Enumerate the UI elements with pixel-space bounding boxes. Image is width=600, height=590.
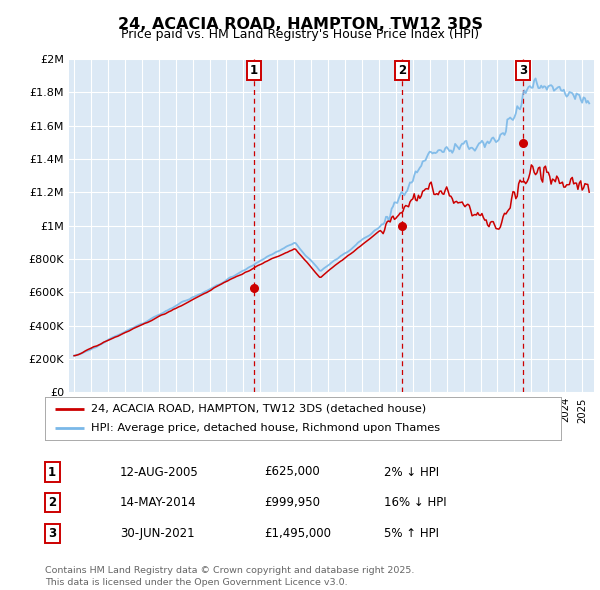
Text: 12-AUG-2005: 12-AUG-2005 bbox=[120, 466, 199, 478]
Text: £1,495,000: £1,495,000 bbox=[264, 527, 331, 540]
Text: 1: 1 bbox=[250, 64, 258, 77]
Text: 16% ↓ HPI: 16% ↓ HPI bbox=[384, 496, 446, 509]
Text: 3: 3 bbox=[48, 527, 56, 540]
Text: 2: 2 bbox=[398, 64, 406, 77]
Text: 1: 1 bbox=[48, 466, 56, 478]
Text: £999,950: £999,950 bbox=[264, 496, 320, 509]
Text: £625,000: £625,000 bbox=[264, 466, 320, 478]
Text: 2% ↓ HPI: 2% ↓ HPI bbox=[384, 466, 439, 478]
Text: HPI: Average price, detached house, Richmond upon Thames: HPI: Average price, detached house, Rich… bbox=[91, 423, 440, 433]
Text: 5% ↑ HPI: 5% ↑ HPI bbox=[384, 527, 439, 540]
Text: 24, ACACIA ROAD, HAMPTON, TW12 3DS (detached house): 24, ACACIA ROAD, HAMPTON, TW12 3DS (deta… bbox=[91, 404, 427, 414]
Text: 3: 3 bbox=[519, 64, 527, 77]
Text: 24, ACACIA ROAD, HAMPTON, TW12 3DS: 24, ACACIA ROAD, HAMPTON, TW12 3DS bbox=[118, 17, 482, 31]
Text: Price paid vs. HM Land Registry's House Price Index (HPI): Price paid vs. HM Land Registry's House … bbox=[121, 28, 479, 41]
Text: Contains HM Land Registry data © Crown copyright and database right 2025.
This d: Contains HM Land Registry data © Crown c… bbox=[45, 566, 415, 587]
Text: 14-MAY-2014: 14-MAY-2014 bbox=[120, 496, 197, 509]
Text: 2: 2 bbox=[48, 496, 56, 509]
Text: 30-JUN-2021: 30-JUN-2021 bbox=[120, 527, 194, 540]
